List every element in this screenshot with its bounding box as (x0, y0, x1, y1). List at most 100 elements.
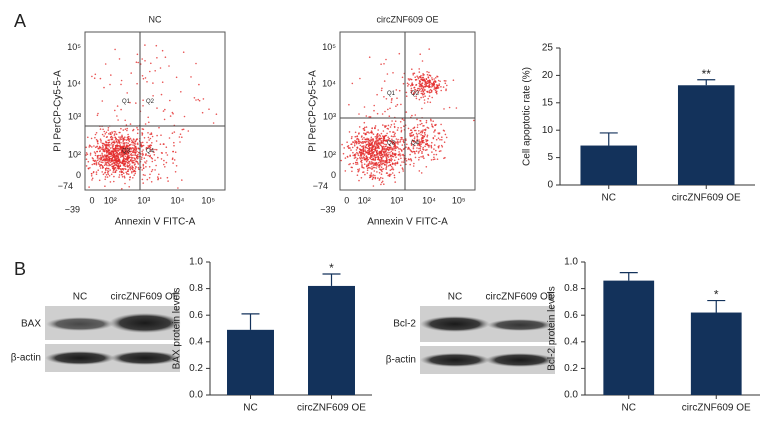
event-dot (418, 170, 421, 172)
event-dot (421, 139, 423, 141)
event-dot (416, 144, 419, 146)
event-dot (155, 148, 158, 151)
event-dot (418, 89, 421, 92)
event-dot (423, 125, 425, 127)
x-tick-label: 0 (89, 195, 94, 205)
event-dot (103, 164, 106, 166)
event-dot (168, 65, 170, 67)
event-dot (399, 153, 401, 156)
x-tick-label: NC (622, 403, 636, 414)
event-dot (384, 143, 386, 146)
event-dot (370, 138, 372, 140)
event-dot (424, 89, 426, 92)
event-dot (423, 93, 425, 96)
event-dot (419, 80, 421, 83)
event-dot (104, 158, 107, 160)
event-dot (426, 126, 429, 129)
event-dot (416, 136, 419, 138)
event-dot (183, 115, 186, 118)
event-dot (380, 166, 383, 168)
event-dot (105, 143, 107, 146)
event-dot (97, 142, 99, 145)
event-dot (108, 139, 110, 141)
event-dot (154, 159, 156, 162)
event-dot (127, 145, 129, 147)
event-dot (99, 138, 102, 140)
event-dot (350, 137, 353, 140)
event-dot (421, 152, 423, 154)
event-dot (131, 158, 133, 160)
event-dot (385, 143, 388, 146)
event-dot (379, 159, 381, 161)
event-dot (108, 163, 111, 166)
event-dot (97, 162, 100, 164)
event-dot (113, 149, 115, 151)
event-dot (368, 176, 371, 179)
event-dot (399, 121, 402, 123)
event-dot (178, 136, 181, 138)
event-dot (123, 159, 125, 162)
event-dot (94, 154, 97, 157)
event-dot (119, 138, 121, 141)
event-dot (365, 126, 368, 128)
event-dot (126, 151, 128, 153)
event-dot (391, 147, 393, 149)
event-dot (171, 111, 174, 114)
event-dot (113, 155, 116, 158)
event-dot (411, 90, 413, 92)
event-dot (446, 84, 448, 87)
event-dot (95, 162, 98, 165)
event-dot (380, 152, 383, 154)
event-dot (384, 125, 387, 127)
event-dot (351, 136, 353, 138)
event-dot (367, 164, 370, 167)
event-dot (431, 151, 433, 153)
event-dot (374, 174, 376, 177)
event-dot (397, 153, 400, 156)
event-dot (99, 157, 101, 159)
event-dot (356, 135, 358, 138)
event-dot (118, 158, 121, 160)
event-dot (102, 158, 105, 161)
event-dot (405, 146, 407, 148)
event-dot (123, 163, 126, 166)
event-dot (124, 165, 127, 168)
event-dot (433, 148, 435, 150)
event-dot (372, 140, 375, 142)
event-dot (117, 119, 119, 121)
event-dot (411, 82, 414, 84)
event-dot (400, 130, 403, 133)
event-dot (402, 139, 405, 141)
event-dot (102, 150, 105, 152)
event-dot (413, 72, 416, 75)
event-dot (159, 177, 162, 179)
event-dot (442, 86, 445, 88)
y-tick-label: 0.4 (564, 336, 578, 347)
event-dot (122, 160, 125, 163)
event-dot (115, 169, 118, 171)
event-dot (356, 138, 358, 140)
event-dot (114, 171, 117, 173)
event-dot (117, 141, 120, 143)
event-dot (134, 172, 136, 175)
event-dot (95, 161, 98, 163)
event-dot (411, 144, 413, 146)
event-dot (370, 139, 373, 142)
event-dot (385, 157, 388, 160)
x-tick-label: 0 (344, 195, 349, 205)
event-dot (119, 144, 121, 146)
event-dot (127, 139, 130, 141)
event-dot (148, 139, 150, 141)
event-dot (445, 89, 447, 92)
event-dot (375, 143, 378, 145)
event-dot (430, 118, 432, 121)
event-dot (141, 169, 143, 171)
event-dot (426, 73, 429, 76)
event-dot (169, 115, 172, 117)
event-dot (368, 166, 370, 169)
event-dot (423, 141, 425, 144)
event-dot (102, 148, 104, 150)
event-dot (381, 157, 383, 160)
event-dot (109, 136, 112, 139)
event-dot (440, 86, 442, 88)
